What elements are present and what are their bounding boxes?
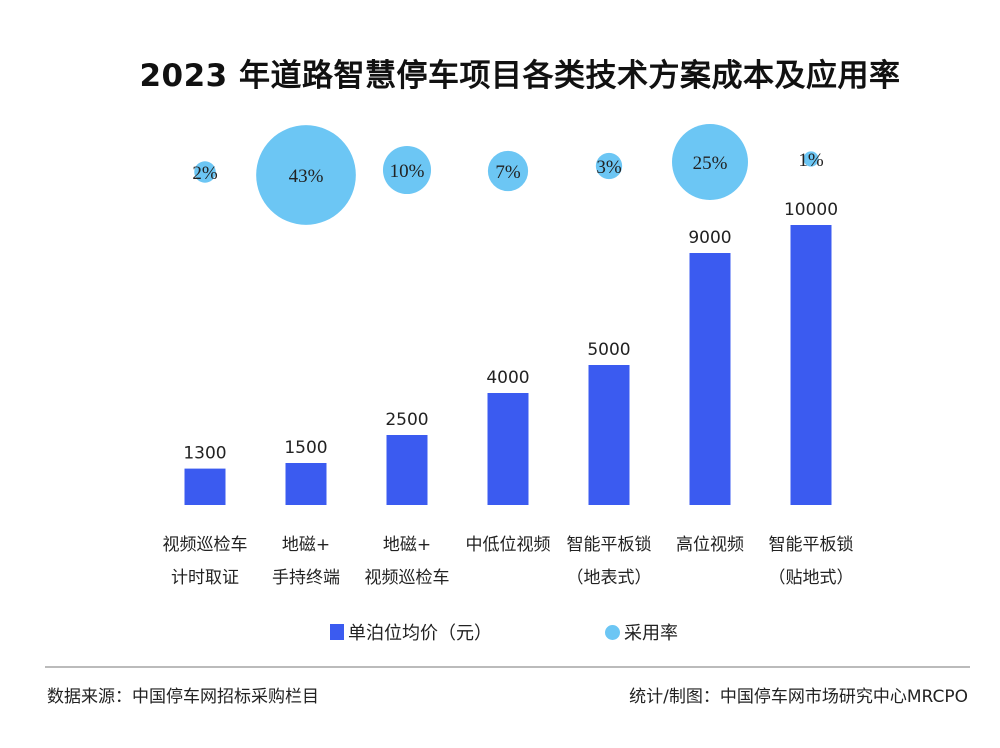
bubble-value-label: 10%: [390, 161, 425, 182]
bubble: [672, 124, 748, 200]
bubble: [487, 150, 529, 192]
category-label: （贴地式）: [769, 568, 854, 588]
bubble: [194, 161, 216, 183]
bubble-value-label: 7%: [495, 162, 521, 183]
legend-item-price: 单泊位均价（元）: [330, 619, 492, 645]
legend-label-rate: 采用率: [624, 623, 678, 644]
category-label: 视频巡检车: [163, 535, 248, 555]
chart-title: 2023 年道路智慧停车项目各类技术方案成本及应用率: [139, 58, 901, 94]
legend-swatch-bar: [330, 624, 344, 640]
bar-value-label: 2500: [385, 410, 428, 430]
bubble: [595, 152, 623, 180]
category-label: 高位视频: [676, 535, 744, 555]
category-label: 地磁+: [383, 535, 431, 555]
bubble-value-label: 3%: [596, 157, 622, 178]
category-label: 智能平板锁: [769, 535, 854, 555]
bubble-value-label: 25%: [693, 153, 728, 174]
legend-swatch-bubble: [605, 624, 620, 640]
bubble-value-label: 43%: [289, 166, 324, 187]
legend-label-price: 单泊位均价（元）: [348, 623, 492, 644]
category-label: 地磁+: [282, 535, 330, 555]
bubble: [803, 151, 819, 167]
bar-value-label: 4000: [486, 368, 529, 388]
category-label: 手持终端: [272, 568, 340, 588]
bar-value-label: 10000: [784, 200, 838, 220]
legend-item-rate: 采用率: [605, 619, 678, 645]
bar-value-label: 5000: [587, 340, 630, 360]
bar: [285, 463, 327, 505]
bar: [790, 225, 832, 505]
bar: [588, 365, 630, 505]
category-label: （地表式）: [567, 568, 652, 588]
category-label: 计时取证: [171, 568, 239, 588]
bubble-value-label: 2%: [192, 163, 218, 184]
bar-value-label: 1500: [284, 438, 327, 458]
bubble: [256, 125, 356, 225]
bar: [184, 468, 226, 505]
data-source: 数据来源：中国停车网招标采购栏目: [47, 687, 319, 707]
bar: [386, 435, 428, 505]
bar-value-label: 1300: [183, 444, 226, 464]
category-label: 视频巡检车: [365, 568, 450, 588]
credit: 统计/制图：中国停车网市场研究中心MRCPO: [629, 687, 968, 707]
footer-divider: [45, 666, 970, 668]
bubble-value-label: 1%: [798, 150, 824, 171]
bar-value-label: 9000: [688, 228, 731, 248]
category-label: 中低位视频: [466, 535, 551, 555]
bar: [689, 253, 731, 505]
bubble: [382, 145, 432, 195]
bar: [487, 393, 529, 505]
category-label: 智能平板锁: [567, 535, 652, 555]
